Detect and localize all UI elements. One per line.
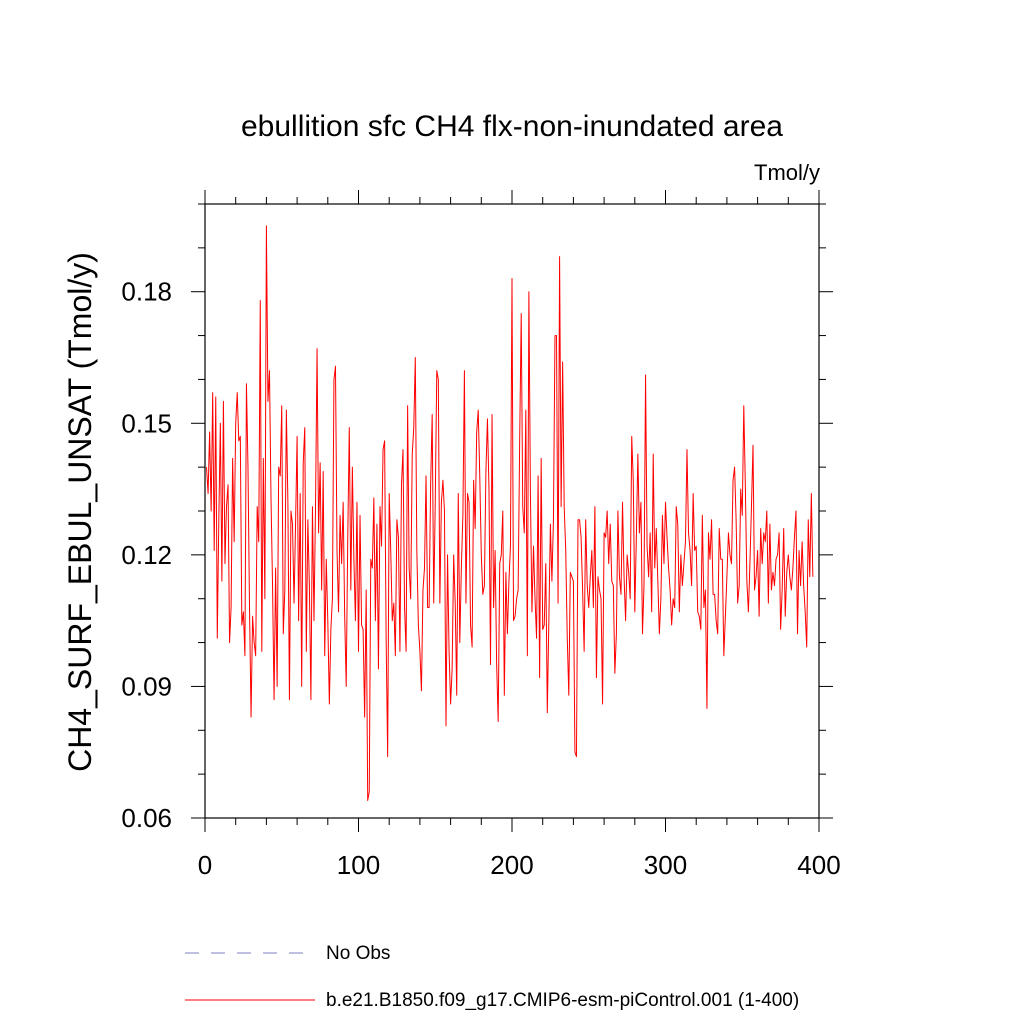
y-tick-label: 0.06 bbox=[121, 803, 172, 833]
y-tick-label: 0.15 bbox=[121, 408, 172, 438]
units-label: Tmol/y bbox=[754, 160, 820, 185]
x-tick-label: 0 bbox=[198, 850, 212, 880]
y-tick-label: 0.12 bbox=[121, 540, 172, 570]
y-axis-label: CH4_SURF_EBUL_UNSAT (Tmol/y) bbox=[62, 252, 98, 772]
series-line-piControl bbox=[206, 225, 814, 801]
series-layer bbox=[206, 225, 814, 801]
legend-label-run: b.e21.B1850.f09_g17.CMIP6-esm-piControl.… bbox=[326, 990, 799, 1011]
y-tick-label: 0.18 bbox=[121, 277, 172, 307]
x-tick-label: 300 bbox=[644, 850, 687, 880]
y-tick-label: 0.09 bbox=[121, 671, 172, 701]
chart-title: ebullition sfc CH4 flx-non-inundated are… bbox=[241, 110, 783, 143]
legend: No Obs b.e21.B1850.f09_g17.CMIP6-esm-piC… bbox=[185, 943, 799, 1011]
axes: 0 100 200 300 400 0.06 0.09 0.12 0.15 0.18 bbox=[121, 190, 841, 880]
legend-label-no-obs: No Obs bbox=[326, 943, 390, 964]
x-tick-label: 200 bbox=[490, 850, 533, 880]
x-tick-label: 100 bbox=[337, 850, 380, 880]
x-tick-label: 400 bbox=[797, 850, 840, 880]
plot-frame bbox=[204, 203, 820, 819]
